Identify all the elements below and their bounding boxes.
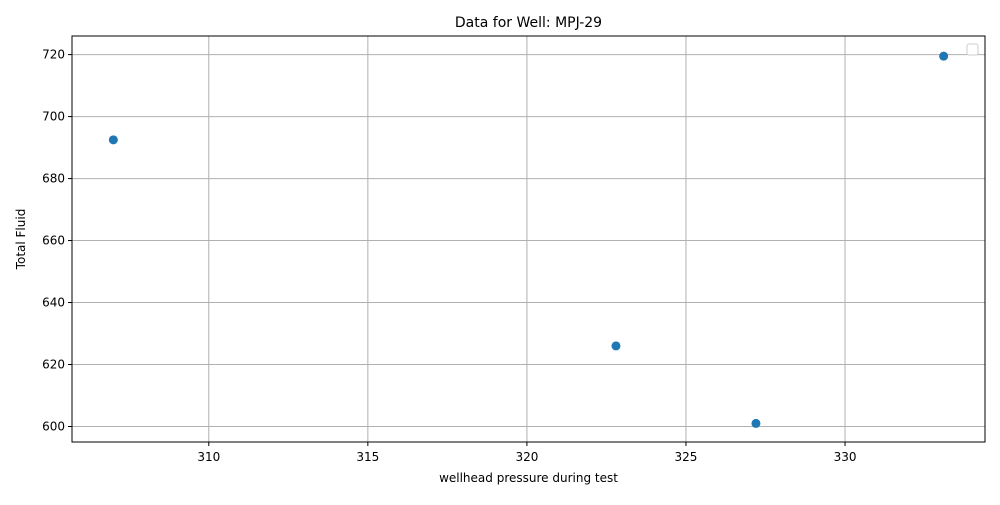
data-point xyxy=(611,341,621,351)
y-axis-label: Total Fluid xyxy=(14,209,28,271)
x-tick-label: 330 xyxy=(834,450,857,464)
data-points xyxy=(108,51,949,428)
y-tick-label: 700 xyxy=(42,110,65,124)
y-tick-label: 660 xyxy=(42,234,65,248)
y-tick-label: 640 xyxy=(42,296,65,310)
data-point xyxy=(108,135,118,145)
axes-frame xyxy=(71,35,986,443)
y-tick-label: 600 xyxy=(42,420,65,434)
y-tick-label: 620 xyxy=(42,358,65,372)
data-point xyxy=(939,51,949,61)
legend-box xyxy=(966,43,979,56)
y-tick-label: 680 xyxy=(42,172,65,186)
chart-title: Data for Well: MPJ-29 xyxy=(455,15,602,31)
x-tick-label: 310 xyxy=(197,450,220,464)
x-tick-label: 325 xyxy=(675,450,698,464)
x-axis-label: wellhead pressure during test xyxy=(439,471,618,485)
y-tick-label: 720 xyxy=(42,48,65,62)
grid xyxy=(72,36,985,442)
axis-ticks: 310 315 320 325 330 600 620 640 660 680 700 720 xyxy=(42,48,856,464)
data-point xyxy=(751,418,761,428)
x-tick-label: 315 xyxy=(356,450,379,464)
x-tick-label: 320 xyxy=(515,450,538,464)
